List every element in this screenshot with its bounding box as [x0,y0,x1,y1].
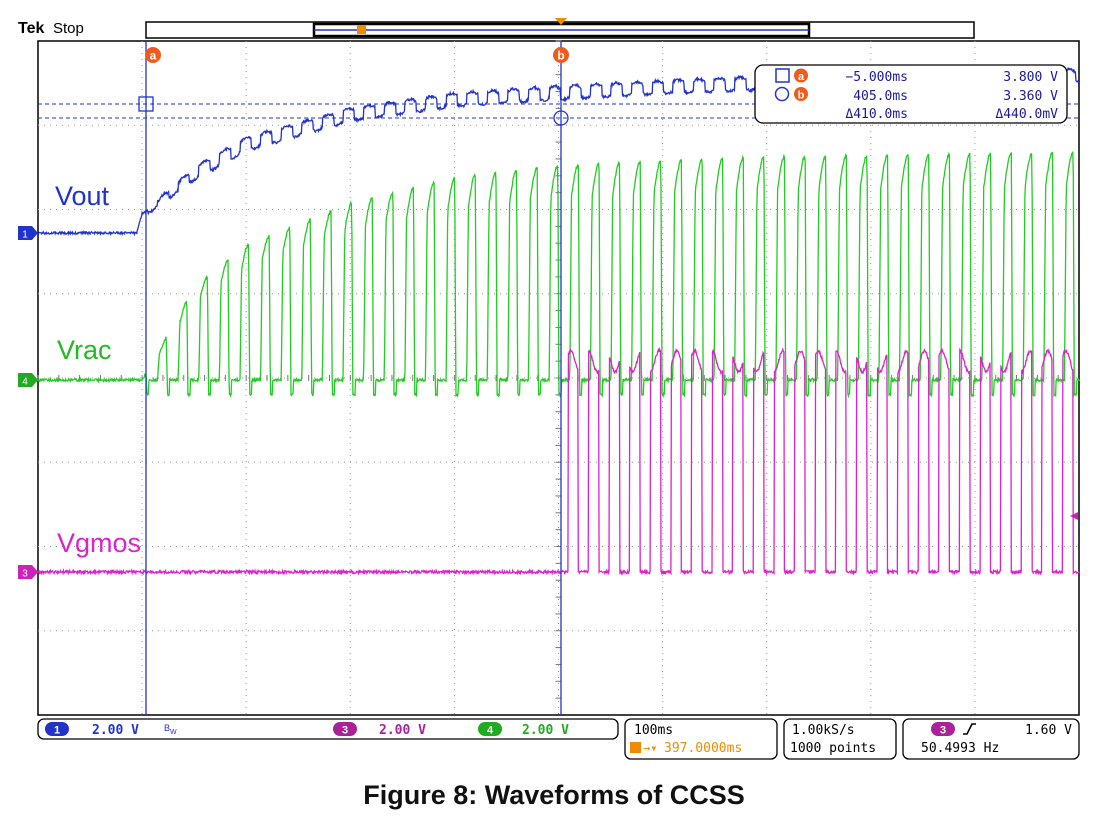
readout-a-badge-label: a [798,71,805,83]
trigger-level: 1.60 V [1025,723,1072,738]
ch3-scale: 2.00 V [379,723,426,738]
ch1-scale: 2.00 V [92,723,139,738]
ch1-bw-sub: W [170,729,177,736]
ch3-marker-number: 3 [22,569,28,580]
trigger-arrow-icon: →▾ [643,741,657,755]
ch1-ground-marker-icon[interactable] [18,226,38,240]
brand-label: Tek [18,20,44,37]
figure-caption: Figure 8: Waveforms of CCSS [363,780,745,810]
ch4-badge-number: 4 [487,725,494,737]
cursor-a-badge-label: a [150,49,157,63]
delta-time: Δ410.0ms [845,107,908,122]
cursor-b-badge-label: b [557,49,564,63]
ch3-badge-number: 3 [342,725,348,737]
cursor-a-square-icon [138,96,154,112]
readout-b-badge-icon [794,87,808,101]
trigger-position-marker-icon[interactable] [555,18,567,25]
channel-settings-bar [37,718,619,740]
ch4-scale: 2.00 V [522,723,569,738]
cursor-b-circle-icon [553,110,569,126]
readout-circle-icon [774,86,790,102]
ch1-badge-number: 1 [54,725,60,737]
vrac-label: Vrac [57,335,112,365]
ch1-badge[interactable] [45,722,69,736]
record-trigger-icon [357,25,366,34]
run-status: Stop [53,20,84,37]
readout-a-badge-icon [794,68,808,83]
sample-rate: 1.00kS/s [792,723,855,738]
ch4-badge[interactable] [478,722,502,736]
ch3-badge[interactable] [333,722,357,736]
vout-label: Vout [55,181,110,211]
ch1-bw-limit-icon: BW [164,723,177,736]
readout-b-badge-label: b [798,90,805,102]
trigger-frequency: 50.4993 Hz [921,741,999,756]
trigger-position: 397.0000ms [664,741,742,756]
ch4-marker-number: 4 [22,377,28,388]
vgmos-label: Vgmos [57,528,141,558]
cursor-b-value: 3.360 V [1003,89,1058,104]
timebase-panel[interactable] [624,718,778,760]
trigger-t-icon [630,742,641,753]
cursor-a-value: 3.800 V [1003,70,1058,85]
vgmos-trace [37,346,1080,576]
delta-value: Δ440.0mV [995,107,1058,122]
cursor-b-badge-icon[interactable] [553,47,569,63]
ch3-ground-marker-icon[interactable] [18,565,38,579]
trigger-source-badge [931,722,955,736]
cursor-b-time: 405.0ms [853,89,908,104]
time-per-div: 100ms [634,723,673,738]
ch1-marker-number: 1 [22,230,28,241]
ch1-bw-letter: B [164,723,170,733]
vrac-trace [37,151,1080,399]
trigger-level-marker-icon[interactable] [1070,512,1078,520]
acquisition-panel[interactable] [783,718,897,760]
ch4-ground-marker-icon[interactable] [18,373,38,387]
rising-edge-icon [963,723,976,735]
cursor-readout-panel [754,64,1068,124]
cursor-a-time: −5.000ms [845,70,908,85]
readout-square-icon [775,68,790,83]
cursor-a-badge-icon[interactable] [145,47,161,63]
trigger-source-number: 3 [940,725,946,737]
record-length: 1000 points [790,741,876,756]
